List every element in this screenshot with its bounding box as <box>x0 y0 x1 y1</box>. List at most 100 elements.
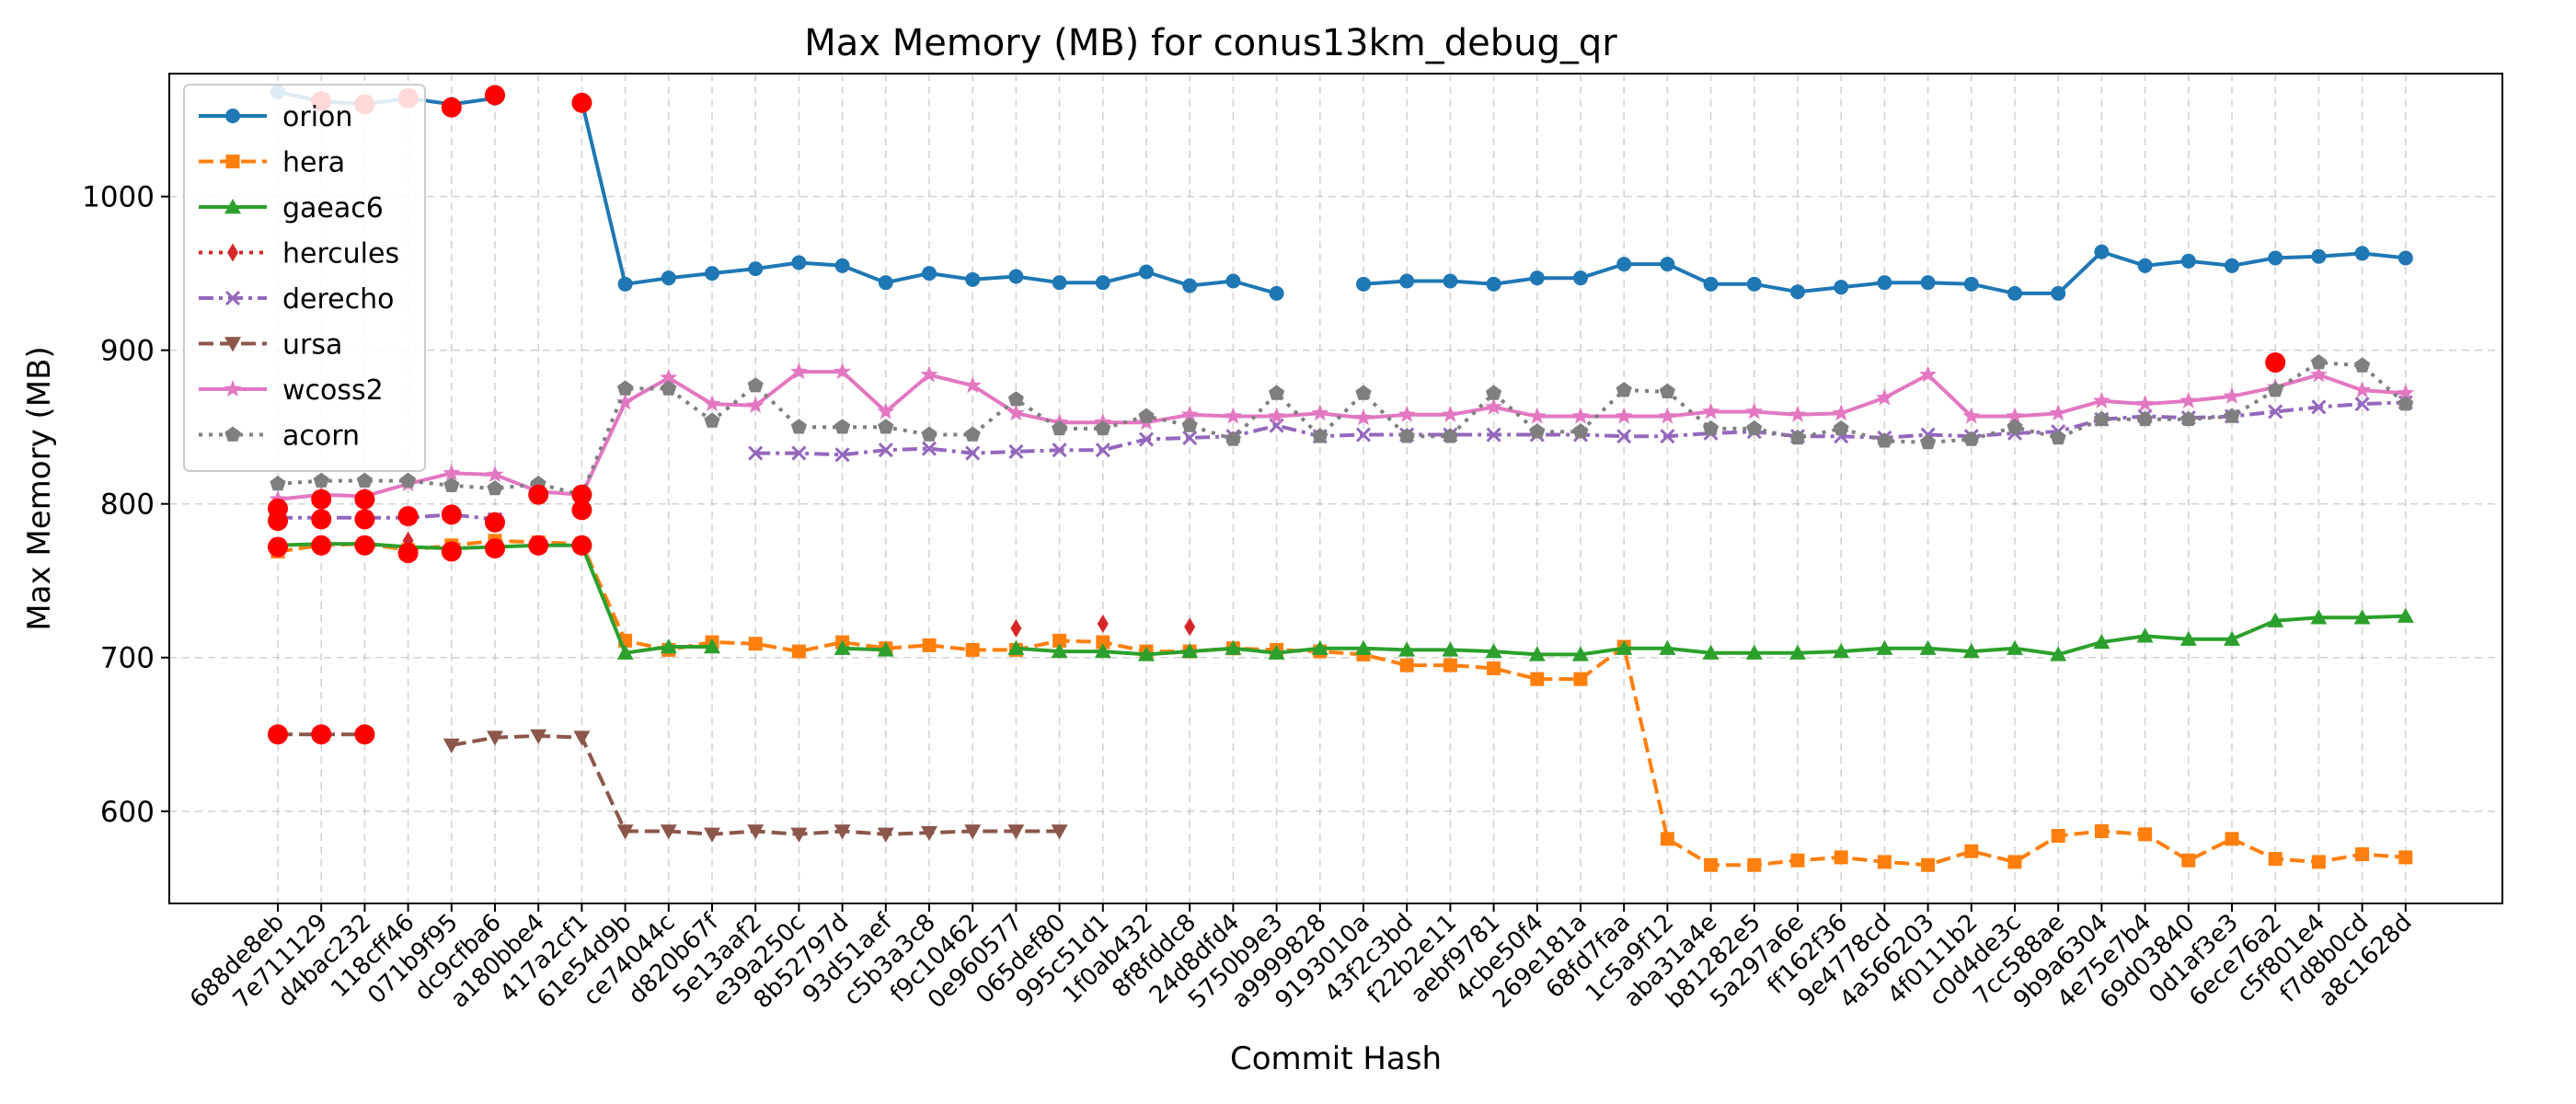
data-point <box>747 824 765 840</box>
data-point <box>2225 832 2239 846</box>
data-point <box>1703 276 1719 292</box>
data-point <box>1354 408 1373 426</box>
y-tick-label: 1000 <box>82 181 155 214</box>
data-point <box>704 827 720 843</box>
data-point <box>1398 641 1416 657</box>
legend-label: derecho <box>282 283 395 316</box>
data-point <box>920 365 938 383</box>
data-point <box>1399 658 1414 673</box>
data-point <box>2268 250 2283 266</box>
highlight-point <box>268 511 288 532</box>
data-point <box>1746 276 1762 292</box>
data-point <box>661 270 676 286</box>
data-point <box>1096 635 1110 650</box>
data-point <box>1963 431 1980 446</box>
series-orion <box>270 85 2413 301</box>
data-point <box>2050 646 2067 661</box>
data-point <box>1572 423 1589 439</box>
series-line <box>277 370 2406 501</box>
data-point <box>443 464 461 481</box>
data-point <box>1876 432 1892 448</box>
legend-item-orion: orion <box>199 101 352 133</box>
data-point <box>791 644 806 659</box>
data-point <box>617 380 634 396</box>
data-point <box>1443 273 1458 289</box>
data-point <box>1398 428 1415 443</box>
data-point <box>660 638 677 654</box>
data-point <box>1616 639 1633 655</box>
data-point <box>2311 399 2327 415</box>
series-wcoss2 <box>269 362 2415 507</box>
data-point <box>1138 431 1155 447</box>
data-point <box>1877 855 1892 869</box>
legend-label: hera <box>282 147 345 179</box>
data-point <box>2137 258 2153 273</box>
data-point <box>1311 404 1329 421</box>
data-point <box>1180 405 1199 422</box>
data-point <box>1007 639 1025 655</box>
data-point <box>1268 644 1285 660</box>
data-point <box>1964 844 1979 858</box>
data-point <box>1660 429 1675 444</box>
y-tick-label: 900 <box>100 335 155 368</box>
data-point <box>270 476 286 491</box>
data-point <box>1095 275 1110 291</box>
data-point <box>661 380 677 396</box>
data-point <box>1962 643 1980 659</box>
legend-item-acorn: acorn <box>199 420 360 453</box>
data-point <box>1008 443 1024 459</box>
data-point <box>878 275 893 291</box>
highlight-point <box>571 535 592 556</box>
data-point <box>1745 402 1764 420</box>
data-point <box>747 377 764 393</box>
data-point <box>790 419 807 434</box>
data-point <box>1790 853 1805 868</box>
data-point <box>1442 641 1459 657</box>
data-point <box>2309 365 2328 383</box>
data-point <box>1485 397 1503 415</box>
data-point <box>921 426 937 442</box>
data-point <box>2049 404 2067 421</box>
highlight-point <box>311 509 332 530</box>
data-point <box>1789 644 1806 660</box>
data-point <box>1007 391 1024 407</box>
data-point <box>1920 433 1937 450</box>
data-point <box>748 445 764 461</box>
highlight-point <box>397 506 419 527</box>
data-point <box>922 266 937 282</box>
data-point <box>1572 646 1589 661</box>
data-point <box>965 271 981 287</box>
data-point <box>1962 407 1981 424</box>
data-point <box>703 395 721 412</box>
highlight-point <box>441 541 462 562</box>
data-point <box>922 638 937 652</box>
data-point <box>443 477 460 492</box>
x-axis-label: Commit Hash <box>1230 1041 1442 1077</box>
data-point <box>790 827 808 843</box>
data-point <box>2180 253 2196 269</box>
data-point <box>1052 633 1067 648</box>
data-point <box>965 445 981 461</box>
data-point <box>2268 852 2283 867</box>
data-point <box>225 155 240 168</box>
data-point <box>2355 847 2370 862</box>
data-point <box>224 380 242 397</box>
data-point <box>2268 404 2283 420</box>
data-point <box>834 362 852 380</box>
highlight-point <box>311 489 332 510</box>
data-point <box>1397 405 1416 422</box>
data-point <box>921 441 937 456</box>
data-point <box>1788 405 1807 422</box>
data-point <box>2354 397 2370 412</box>
data-point <box>400 472 417 488</box>
highlight-point <box>485 538 505 559</box>
data-point <box>2136 395 2155 412</box>
data-point <box>1747 857 1762 872</box>
highlight-point <box>354 489 375 510</box>
data-point <box>1052 443 1067 458</box>
legend-item-hercules: hercules <box>199 238 399 270</box>
series-line <box>277 538 2406 868</box>
data-point <box>1182 430 1198 445</box>
data-point <box>834 639 851 655</box>
